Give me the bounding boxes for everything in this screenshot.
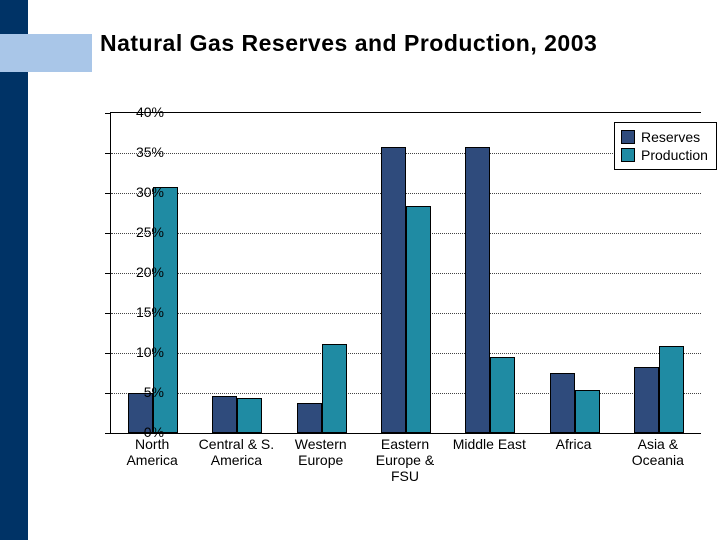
y-axis-label: 5%: [118, 384, 164, 400]
x-axis-label: Central & S.America: [194, 436, 278, 468]
bar-production: [237, 398, 262, 433]
bar-reserves: [297, 403, 322, 433]
x-axis-label: Africa: [531, 436, 615, 452]
x-axis-label: Asia &Oceania: [616, 436, 700, 468]
bar-reserves: [465, 147, 490, 433]
grid-line: [111, 153, 701, 154]
y-axis-label: 35%: [118, 144, 164, 160]
bar-reserves: [634, 367, 659, 433]
y-tick: [105, 233, 111, 234]
y-axis-label: 30%: [118, 184, 164, 200]
legend-swatch: [621, 130, 635, 144]
y-axis-label: 15%: [118, 304, 164, 320]
bar-reserves: [381, 147, 406, 433]
bar-production: [406, 206, 431, 433]
legend-swatch: [621, 148, 635, 162]
x-axis-label: Middle East: [447, 436, 531, 452]
bar-production: [659, 346, 684, 433]
legend: Reserves Production: [614, 122, 717, 170]
y-axis-label: 25%: [118, 224, 164, 240]
y-tick: [105, 393, 111, 394]
bar-production: [490, 357, 515, 433]
bar-production: [322, 344, 347, 433]
legend-label: Production: [641, 147, 708, 163]
legend-item: Reserves: [621, 129, 708, 145]
bar-reserves: [550, 373, 575, 433]
legend-item: Production: [621, 147, 708, 163]
y-tick: [105, 113, 111, 114]
bar-reserves: [212, 396, 237, 433]
x-axis-label: EasternEurope &FSU: [363, 436, 447, 484]
y-tick: [105, 313, 111, 314]
y-tick: [105, 193, 111, 194]
y-tick: [105, 273, 111, 274]
y-tick: [105, 353, 111, 354]
y-axis-label: 10%: [118, 344, 164, 360]
y-axis-label: 40%: [118, 104, 164, 120]
y-axis-label: 20%: [118, 264, 164, 280]
slide-left-stripe: [0, 0, 28, 540]
legend-label: Reserves: [641, 129, 700, 145]
y-tick: [105, 433, 111, 434]
bar-production: [575, 390, 600, 433]
bar-chart: ReservesProduction 0%5%10%15%20%25%30%35…: [60, 102, 710, 522]
x-axis-label: NorthAmerica: [110, 436, 194, 468]
plot-area: [110, 112, 701, 434]
chart-title: Natural Gas Reserves and Production, 200…: [100, 30, 597, 57]
slide-accent-block: [0, 34, 92, 72]
grid-line: [111, 193, 701, 194]
y-tick: [105, 153, 111, 154]
x-axis-label: WesternEurope: [279, 436, 363, 468]
